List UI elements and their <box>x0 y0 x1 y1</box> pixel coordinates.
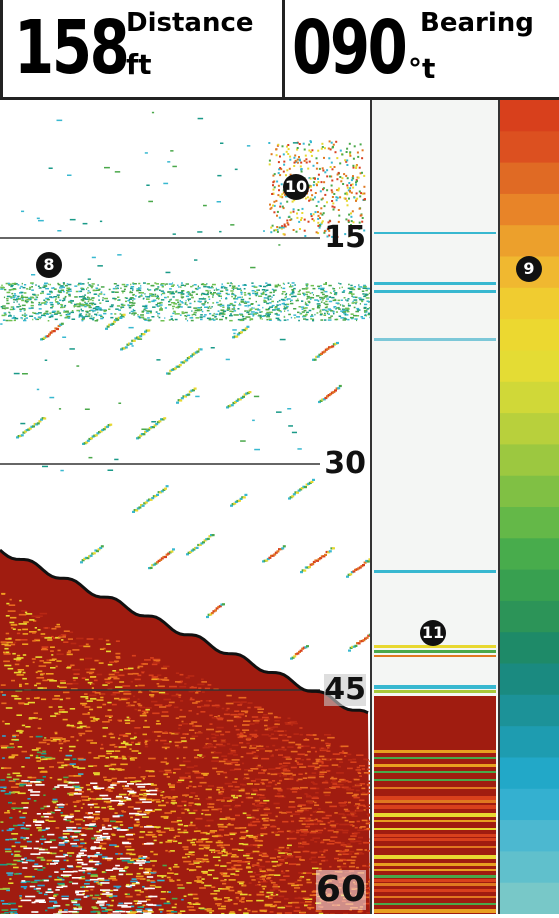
color-scale-bar <box>500 100 559 914</box>
depth-label-15: 15 <box>324 222 366 254</box>
bearing-label: Bearing <box>420 8 534 38</box>
data-overlay-bar: 158 Distance ft 090 Bearing °t <box>0 0 559 100</box>
depth-label-30: 30 <box>324 448 366 480</box>
separator <box>0 0 3 100</box>
separator <box>282 0 285 100</box>
a-scope-flasher: 11 <box>370 100 500 914</box>
bottom-return <box>0 550 370 914</box>
callout-11: 11 <box>420 620 446 646</box>
depth-label-60: 60 <box>316 870 366 910</box>
sonar-image <box>0 100 370 914</box>
bearing-unit: °t <box>408 54 435 84</box>
callout-9: 9 <box>516 256 542 282</box>
distance-label: Distance <box>126 8 254 38</box>
thermocline <box>0 282 370 322</box>
depth-label-45: 45 <box>324 674 366 706</box>
sonar-history-view: 15 30 45 60 8 10 <box>0 100 370 914</box>
flasher-returns <box>372 100 498 914</box>
distance-unit: ft <box>126 50 152 80</box>
callout-8: 8 <box>36 252 62 278</box>
bearing-value: 090 <box>292 6 405 90</box>
color-palette-legend: 9 <box>500 100 559 914</box>
distance-value: 158 <box>14 6 127 90</box>
callout-10: 10 <box>283 174 309 200</box>
